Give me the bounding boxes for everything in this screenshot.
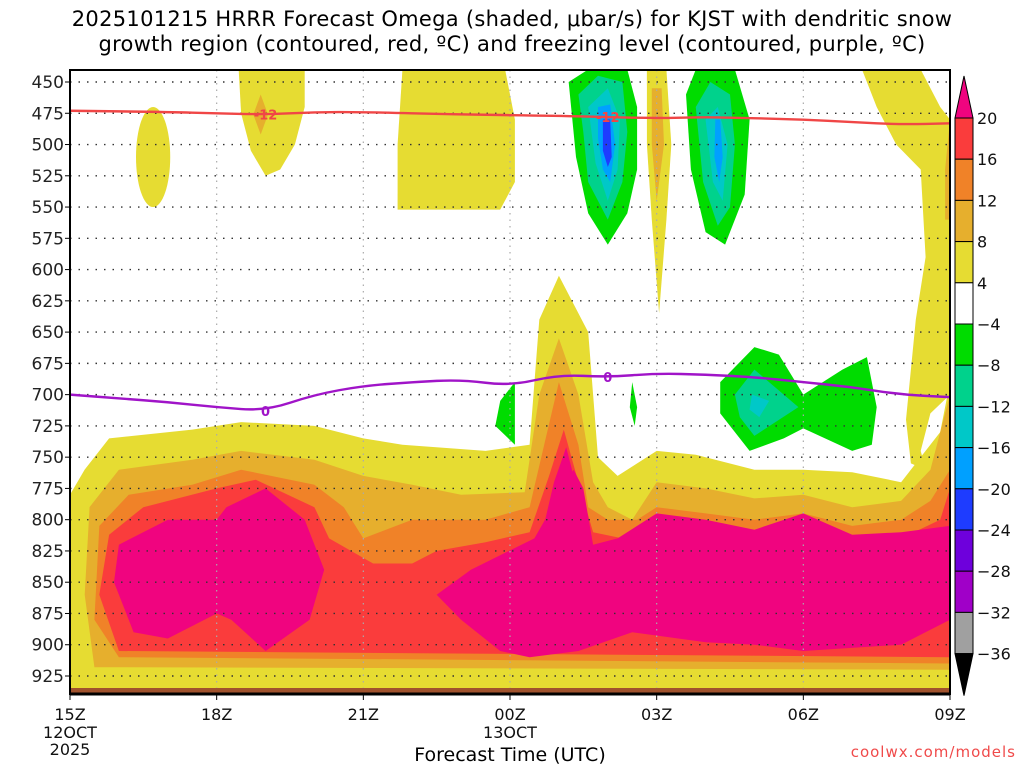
colorbar-tick-13: −36 — [977, 645, 1011, 664]
axes: 450 475 500 525 550 575 600 625 650 675 700 725 750 7… — [32, 69, 966, 759]
colorbar-bin-6 — [954, 323, 974, 366]
colorbar-tick-5: −4 — [977, 315, 1001, 334]
y-tick-label-450: 450 — [32, 73, 64, 93]
y-tick-label-675: 675 — [32, 354, 64, 374]
shade-4-8-cell-1 — [136, 107, 171, 208]
y-tick-label-575: 575 — [32, 229, 64, 249]
y-tick-label-475: 475 — [32, 104, 64, 124]
colorbar-bin-8 — [954, 405, 974, 449]
y-tick-label-750: 750 — [32, 448, 64, 468]
colorbar-bin-11 — [954, 529, 974, 572]
colorbar-bin-3 — [954, 199, 974, 243]
shade-4-8-right-column — [862, 70, 950, 470]
ground-surface — [70, 688, 950, 694]
x-tick-label-21Z: 21Z — [348, 705, 379, 724]
shade-4-8-cell-2 — [238, 70, 305, 176]
y-tick-label-900: 900 — [32, 636, 64, 656]
credit-link[interactable]: coolwx.com/models — [850, 743, 1016, 761]
title-line-1: 2025101215 HRRR Forecast Omega (shaded, … — [71, 7, 953, 31]
colorbar-bin-1 — [954, 117, 974, 160]
colorbar-tick-11: −28 — [977, 562, 1011, 581]
y-tick-label-525: 525 — [32, 167, 64, 187]
colorbar-bin-10 — [954, 488, 974, 531]
colorbar-tick-12: −32 — [977, 603, 1011, 622]
colorbar-tick-8: −16 — [977, 439, 1011, 458]
shade-neg4-8-small-1 — [495, 382, 515, 445]
x-tick-label-15Z: 15Z — [54, 705, 85, 724]
contour-line-freezing-level — [70, 372, 950, 411]
y-tick-label-875: 875 — [32, 604, 64, 624]
colorbar: 20 16 12 8 4 −4 −8 −12 −16 −20 −24 −28 −32 −36 — [954, 75, 1011, 696]
contour-label-freezing-level-0: 0 — [261, 405, 270, 420]
x-tick-label-09Z: 09Z — [934, 705, 965, 724]
contour-line-dendritic-snow-growth — [70, 109, 950, 126]
x-tick-sublabel-15Z-0: 12OCT — [43, 723, 97, 742]
y-tick-label-850: 850 — [32, 573, 64, 593]
colorbar-bin-9 — [954, 447, 974, 490]
y-tick-label-825: 825 — [32, 542, 64, 562]
shade-8-12-right-edge — [945, 119, 950, 220]
colorbar-bin-13 — [954, 611, 974, 655]
y-tick-label-500: 500 — [32, 136, 64, 156]
y-tick-label-725: 725 — [32, 417, 64, 437]
colorbar-tick-1: 16 — [977, 150, 997, 169]
contour-label-dendritic-snow-growth-1: -12 — [596, 111, 620, 126]
colorbar-bin-7 — [954, 364, 974, 407]
colorbar-cap-top — [954, 75, 974, 119]
grid — [70, 70, 950, 688]
shade-neg4-8-small-2 — [629, 382, 638, 426]
y-tick-label-625: 625 — [32, 292, 64, 312]
colorbar-tick-0: 20 — [977, 109, 997, 128]
x-axis-label: Forecast Time (UTC) — [414, 744, 606, 766]
y-tick-label-775: 775 — [32, 479, 64, 499]
y-tick-label-650: 650 — [32, 323, 64, 343]
colorbar-bin-12 — [954, 570, 974, 613]
contour-label-freezing-level-1: 0 — [603, 371, 612, 386]
shade-gt20-spike — [539, 447, 598, 633]
colorbar-tick-3: 8 — [977, 233, 987, 252]
y-tick-label-700: 700 — [32, 386, 64, 406]
omega-shading — [70, 70, 950, 688]
colorbar-tick-9: −20 — [977, 480, 1011, 499]
shade-gt20-left — [114, 488, 325, 651]
colorbar-tick-6: −8 — [977, 356, 1001, 375]
contours — [70, 109, 950, 411]
chart-title: 2025101215 HRRR Forecast Omega (shaded, … — [0, 7, 1024, 57]
title-line-2: growth region (contoured, red, ºC) and f… — [98, 32, 926, 56]
y-tick-label-925: 925 — [32, 667, 64, 687]
contour-label-dendritic-snow-growth-0: -12 — [254, 109, 278, 124]
y-tick-label-600: 600 — [32, 261, 64, 281]
colorbar-bin-5 — [954, 282, 974, 325]
y-tick-label-550: 550 — [32, 198, 64, 218]
x-tick-label-03Z: 03Z — [641, 705, 672, 724]
colorbar-bin-2 — [954, 158, 974, 201]
shade-neg12-16-lower — [749, 394, 770, 418]
colorbar-tick-7: −12 — [977, 397, 1011, 416]
y-tick-label-800: 800 — [32, 511, 64, 531]
x-tick-label-00Z: 00Z — [494, 705, 525, 724]
x-tick-sublabel-00Z-0: 13OCT — [483, 723, 537, 742]
x-tick-label-18Z: 18Z — [201, 705, 232, 724]
colorbar-tick-2: 12 — [977, 191, 997, 210]
x-tick-label-06Z: 06Z — [788, 705, 819, 724]
colorbar-tick-10: −24 — [977, 521, 1011, 540]
colorbar-cap-bottom — [954, 653, 974, 696]
x-tick-sublabel-15Z-1: 2025 — [50, 740, 91, 759]
colorbar-tick-4: 4 — [977, 274, 987, 293]
shade-neg20-24-col-1 — [602, 119, 612, 167]
shade-4-8-cell-3 — [397, 70, 515, 210]
colorbar-bin-4 — [954, 241, 974, 284]
shade-neg16-20-col-2 — [714, 119, 723, 182]
